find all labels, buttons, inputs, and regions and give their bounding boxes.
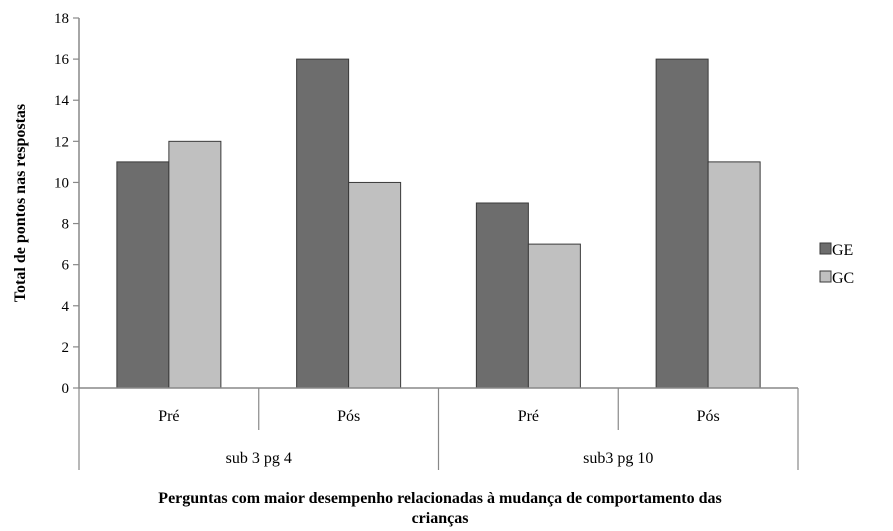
category-label: Pós	[337, 408, 360, 425]
category-label: Pré	[158, 408, 179, 425]
y-tick-label: 8	[62, 217, 70, 233]
bar-ge-0	[116, 161, 170, 389]
x-axis-title-line-1: Perguntas com maior desempenho relaciona…	[158, 490, 721, 507]
bar-gc-3	[707, 161, 761, 389]
legend-label-ge: GE	[832, 242, 853, 259]
bar-gc-0	[168, 140, 222, 389]
y-tick-labels: 0 2 4 6 8 10 12 14 16 18	[54, 11, 79, 397]
legend-swatch-ge	[819, 242, 832, 255]
y-tick-label: 10	[54, 175, 69, 191]
bar-ge-1	[296, 58, 350, 389]
x-axis-title-line-2: crianças	[412, 510, 469, 527]
group-label: sub 3 pg 4	[226, 450, 292, 467]
legend: GE GC	[819, 242, 854, 287]
legend-label-gc: GC	[832, 270, 854, 287]
category-labels: Pré Pós Pré Pós	[78, 388, 799, 470]
bar-gc-1	[348, 181, 402, 389]
y-tick-label: 16	[54, 52, 70, 68]
bars	[116, 58, 761, 389]
category-label: Pós	[697, 408, 720, 425]
bar-ge-3	[655, 58, 709, 389]
group-labels: sub 3 pg 4 sub3 pg 10	[226, 450, 654, 467]
group-label: sub3 pg 10	[583, 450, 653, 467]
bar-ge-2	[475, 202, 529, 389]
y-tick-label: 2	[62, 340, 70, 356]
y-tick-label: 12	[54, 134, 69, 150]
y-tick-label: 14	[54, 93, 70, 109]
category-label: Pré	[518, 408, 539, 425]
y-tick-label: 18	[54, 11, 69, 27]
y-tick-label: 6	[62, 258, 70, 274]
y-tick-label: 4	[62, 299, 70, 315]
y-axis-title: Total de pontos nas respostas	[12, 104, 29, 302]
bar-gc-2	[527, 243, 581, 389]
y-tick-label: 0	[62, 381, 70, 397]
legend-swatch-gc	[819, 270, 832, 283]
